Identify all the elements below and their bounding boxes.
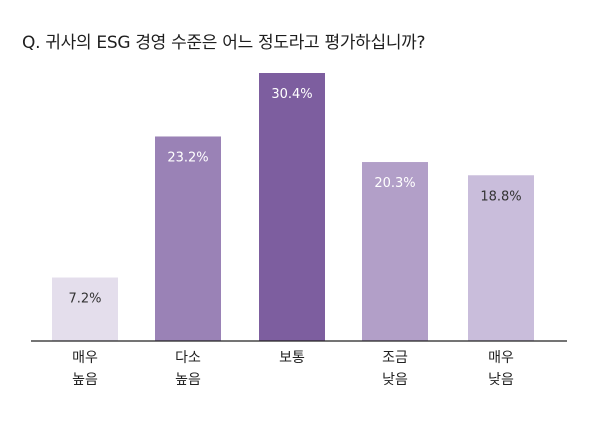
category-label-3-line-1: 보통	[279, 350, 305, 366]
bar-value-label-2: 23.2%	[167, 150, 208, 165]
bar-value-label-5: 18.8%	[480, 189, 521, 204]
category-label-4-line-1: 조금	[382, 350, 408, 366]
bar-value-label-1: 7.2%	[68, 292, 101, 307]
chart-title: Q. 귀사의 ESG 경영 수준은 어느 정도라고 평가하십니까?	[22, 33, 426, 53]
bar-5	[468, 175, 534, 341]
bar-4	[362, 162, 428, 341]
category-label-5-line-1: 매우	[488, 350, 514, 366]
category-label-2-line-1: 다소	[175, 350, 201, 366]
bar-value-label-4: 20.3%	[374, 176, 415, 191]
bar-value-label-3: 30.4%	[271, 87, 312, 102]
bar-1	[52, 277, 118, 341]
bar-2	[155, 136, 221, 341]
category-label-1-line-1: 매우	[72, 350, 98, 366]
category-label-4-line-2: 낮음	[382, 372, 408, 388]
category-label-5-line-2: 낮음	[488, 372, 514, 388]
bar-3	[259, 73, 325, 341]
category-label-2-line-2: 높음	[175, 372, 201, 388]
category-label-1-line-2: 높음	[72, 372, 98, 388]
